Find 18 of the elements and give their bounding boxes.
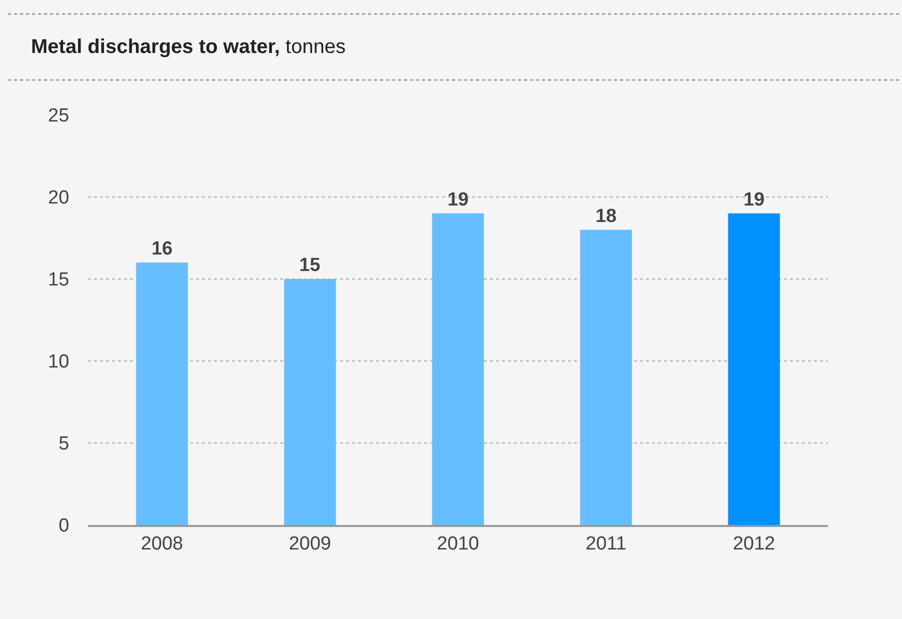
y-tick-label: 20 bbox=[48, 188, 70, 209]
chart-title: Metal discharges to water, bbox=[31, 36, 280, 58]
y-tick-label: 10 bbox=[48, 352, 70, 373]
data-label: 18 bbox=[595, 206, 617, 227]
data-label: 19 bbox=[743, 189, 765, 210]
x-tick-label: 2009 bbox=[288, 534, 332, 555]
y-tick-label: 25 bbox=[48, 106, 70, 127]
y-tick-label: 5 bbox=[58, 434, 70, 455]
y-tick-label: 15 bbox=[48, 270, 70, 291]
x-tick-label: 2012 bbox=[732, 534, 776, 555]
chart-subtitle: tonnes bbox=[286, 36, 346, 58]
data-label: 16 bbox=[151, 238, 173, 260]
data-label: 15 bbox=[299, 255, 321, 276]
x-tick-label: 2010 bbox=[436, 534, 480, 555]
y-tick-label: 0 bbox=[58, 516, 70, 537]
x-tick-label: 2008 bbox=[140, 534, 184, 555]
data-label: 19 bbox=[447, 189, 469, 210]
x-tick-label: 2011 bbox=[586, 534, 626, 555]
